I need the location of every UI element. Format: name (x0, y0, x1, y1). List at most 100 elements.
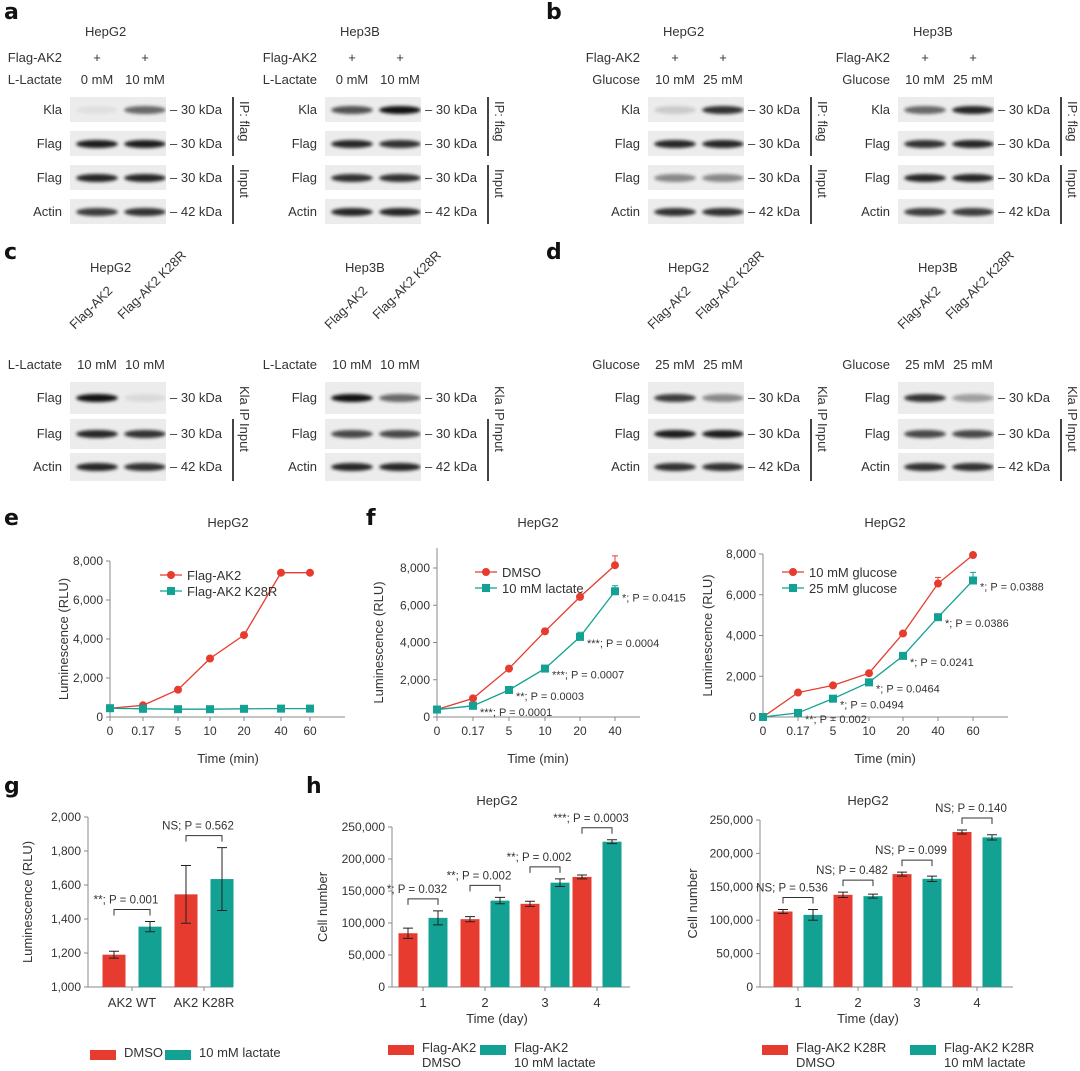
y-tick-label: 6,000 (73, 593, 103, 607)
legend-text: Flag-AK2 K28R DMSO (796, 1040, 886, 1070)
legend-marker-circle (482, 568, 490, 576)
x-tick-label: 0.17 (131, 724, 155, 738)
row-label: Flag (864, 426, 890, 441)
data-point (469, 701, 477, 710)
x-tick-label: 40 (608, 724, 622, 738)
data-point (576, 632, 584, 641)
blot-strip (898, 165, 994, 190)
legend-text: Flag-AK2 DMSO (422, 1040, 476, 1070)
legend-item: Flag-AK2 DMSO (388, 1040, 476, 1070)
group-bracket (232, 165, 234, 224)
condition-value: 10 mM (125, 72, 165, 87)
blot-strip (648, 453, 744, 481)
band (379, 394, 421, 402)
y-tick-label: 150,000 (342, 884, 386, 898)
panel-label-b: b (546, 0, 562, 25)
data-point (969, 551, 977, 560)
legend-label: Flag-AK2 K28R (796, 1040, 887, 1055)
bar-teal (602, 841, 622, 987)
condition-label: L-Lactate (7, 357, 62, 372)
y-tick-label: 2,000 (400, 673, 430, 687)
band (654, 207, 696, 216)
band (331, 105, 373, 114)
legend-item: Flag-AK2 10 mM lactate (480, 1040, 596, 1070)
x-tick-label: 5 (506, 724, 513, 738)
band (379, 105, 421, 114)
data-point (106, 704, 114, 713)
mw-marker: – 42 kDa (425, 459, 478, 474)
band (904, 430, 946, 438)
band (76, 430, 118, 438)
group-bracket (1060, 419, 1062, 481)
blot-strip (648, 165, 744, 190)
band (702, 207, 744, 216)
significance-bracket (961, 817, 993, 825)
mw-marker: – 30 kDa (998, 390, 1051, 405)
condition-value: + (348, 50, 356, 65)
condition-label: Flag-AK2 (835, 50, 890, 65)
condition-value: 25 mM (655, 357, 695, 372)
significance-bracket (469, 884, 501, 892)
x-tick-label: 1 (419, 995, 426, 1010)
x-tick-label: 0.17 (786, 724, 810, 738)
significance-label: *; P = 0.032 (387, 884, 447, 896)
condition-value: 10 mM (77, 357, 117, 372)
y-tick-label: 250,000 (342, 820, 386, 834)
y-tick-label: 4,000 (400, 636, 430, 650)
data-point (306, 568, 314, 577)
legend-label: 10 mM lactate (514, 1055, 596, 1070)
y-tick-label: 200,000 (710, 846, 754, 860)
band (904, 139, 946, 148)
condition-label: Glucose (592, 357, 640, 372)
mw-marker: – 30 kDa (748, 169, 801, 185)
row-label: Actin (611, 459, 640, 474)
x-tick-label: 1 (794, 995, 801, 1010)
band (904, 173, 946, 182)
p-value-annotation: **; P = 0.0003 (516, 691, 584, 703)
x-tick-label: 60 (303, 724, 317, 738)
error-bar (181, 864, 191, 924)
x-axis-label: Time (day) (466, 1011, 528, 1026)
band (331, 430, 373, 438)
blot-strip (70, 97, 166, 122)
data-point (174, 685, 182, 694)
data-point (899, 651, 907, 660)
chart-title: HepG2 (517, 515, 558, 530)
x-axis-label: Time (day) (837, 1011, 899, 1026)
condition-value: + (921, 50, 929, 65)
legend-label: Flag-AK2 (514, 1040, 569, 1055)
x-tick-label: 20 (573, 724, 587, 738)
group-bracket (487, 97, 489, 156)
legend-swatch (480, 1045, 506, 1055)
chart-f-1: 0 2,000 4,000 6,000 8,000 Luminescence (RLU) H… (371, 515, 686, 766)
y-tick-label: 0 (378, 980, 385, 994)
panel-label-h: h (306, 774, 322, 799)
y-tick-label: 2,000 (73, 671, 103, 685)
y-tick-label: 0 (423, 710, 430, 724)
bar-red (833, 894, 853, 987)
blot-strip (898, 419, 994, 449)
band (76, 463, 118, 471)
bar-red (102, 954, 126, 987)
row-label: Flag (864, 169, 890, 185)
band (124, 173, 166, 182)
data-point (139, 704, 147, 713)
band (331, 463, 373, 471)
condition-label: Glucose (842, 357, 890, 372)
mw-marker: – 30 kDa (998, 426, 1051, 441)
y-tick-label: 4,000 (73, 632, 103, 646)
band (379, 139, 421, 148)
band (331, 139, 373, 148)
data-point (969, 576, 977, 585)
legend-swatch (910, 1045, 936, 1055)
data-point (794, 708, 802, 717)
blot-panel-c-hep3b: Hep3B Flag-AK2 Flag-AK2 K28R L-Lactate 10 mM… (255, 245, 515, 485)
chart-title: HepG2 (207, 515, 248, 530)
blot-strip (70, 453, 166, 481)
legend-text: 10 mM lactate (199, 1045, 281, 1060)
row-label: Flag (291, 426, 317, 441)
p-value-annotation: *; P = 0.0415 (622, 592, 686, 604)
row-label: Flag (36, 169, 62, 185)
band (654, 139, 696, 148)
